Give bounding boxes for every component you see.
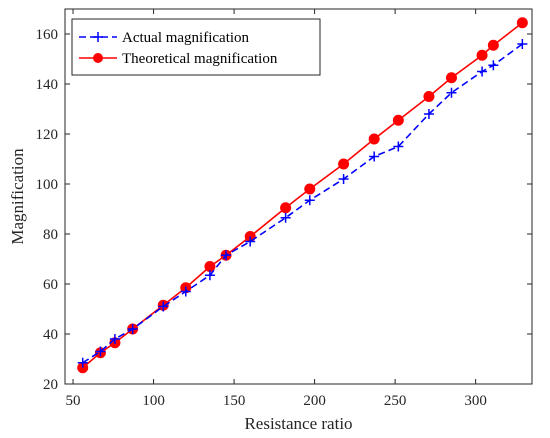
data-point xyxy=(304,195,315,206)
y-tick-label: 40 xyxy=(43,327,58,343)
data-point xyxy=(338,174,349,184)
y-tick-label: 160 xyxy=(36,27,59,43)
legend: Actual magnification Theoretical magnific… xyxy=(71,18,321,76)
data-point xyxy=(488,60,499,71)
data-point xyxy=(393,141,404,152)
legend-entry: Theoretical magnification xyxy=(79,51,278,67)
legend-box xyxy=(71,18,321,76)
data-point xyxy=(280,212,291,223)
legend-entry: Actual magnification xyxy=(79,30,250,46)
data-point xyxy=(280,202,292,214)
y-tick-label: 120 xyxy=(36,127,59,143)
x-tick-label: 100 xyxy=(142,393,165,409)
data-point xyxy=(368,133,380,145)
data-point xyxy=(338,158,350,170)
x-tick-label: 300 xyxy=(464,393,487,409)
data-point xyxy=(204,270,215,281)
data-point xyxy=(446,87,457,98)
data-point xyxy=(109,334,120,344)
y-tick-label: 60 xyxy=(43,277,58,293)
data-point xyxy=(476,49,488,61)
x-tick-label: 200 xyxy=(303,393,326,409)
data-point xyxy=(423,91,435,102)
y-tick-label: 100 xyxy=(36,177,59,193)
y-tick-label: 80 xyxy=(43,227,58,243)
data-point xyxy=(77,357,88,368)
data-point xyxy=(158,301,169,312)
legend-label: Actual magnification xyxy=(122,30,250,46)
data-point xyxy=(392,114,404,126)
data-point xyxy=(245,236,256,247)
data-point xyxy=(369,151,380,162)
x-tick-label: 150 xyxy=(223,393,246,409)
y-axis-label: Magnification xyxy=(8,148,27,245)
data-point xyxy=(423,109,434,119)
data-point xyxy=(477,66,488,77)
series-layer xyxy=(77,17,528,374)
data-point xyxy=(517,39,528,49)
data-point xyxy=(127,324,138,334)
y-tick-label: 20 xyxy=(43,377,58,393)
legend-label: Theoretical magnification xyxy=(122,51,278,67)
data-point xyxy=(445,72,457,84)
x-tick-label: 250 xyxy=(384,393,407,409)
series-actual xyxy=(77,39,528,368)
x-axis-label: Resistance ratio xyxy=(244,414,352,433)
data-point xyxy=(180,286,191,297)
data-point xyxy=(487,39,499,51)
data-point xyxy=(304,183,316,195)
legend-marker xyxy=(93,53,103,63)
data-point xyxy=(221,250,232,261)
data-point xyxy=(516,17,528,29)
data-point xyxy=(95,346,106,357)
x-tick-label: 50 xyxy=(66,393,81,409)
y-tick-label: 140 xyxy=(36,77,59,93)
